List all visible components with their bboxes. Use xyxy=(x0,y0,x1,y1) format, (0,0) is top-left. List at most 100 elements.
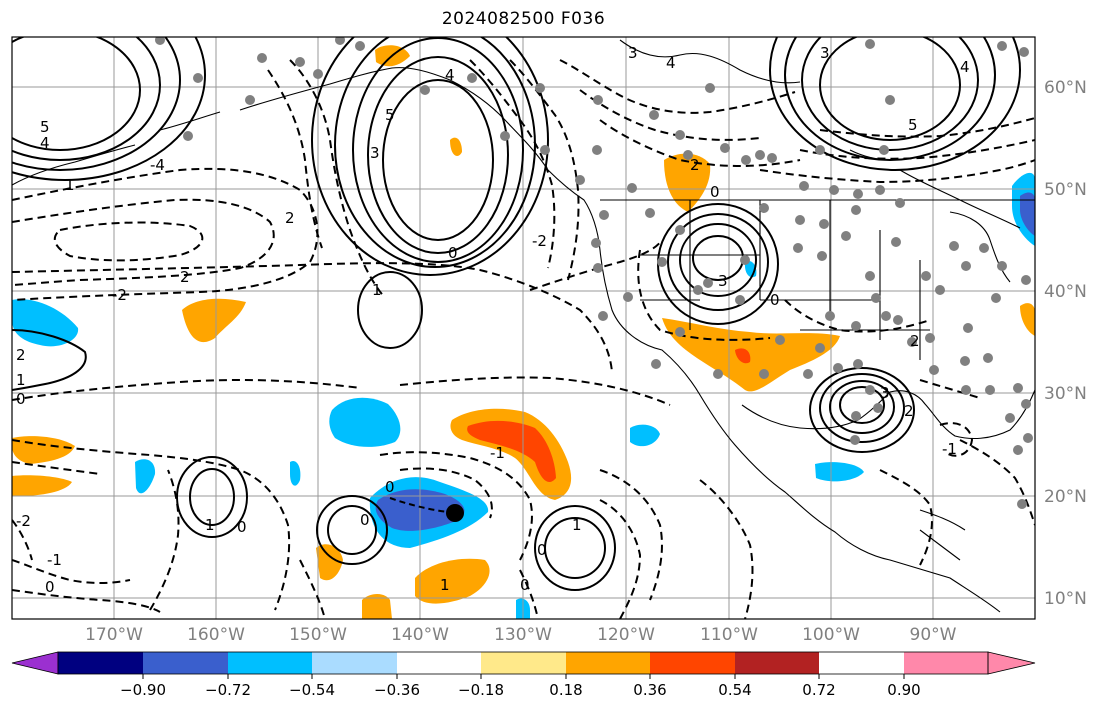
colorbar-segment xyxy=(481,652,566,674)
shade-orange-mexico xyxy=(662,318,840,392)
colorbar-tick-label: −0.72 xyxy=(205,681,251,699)
shade-orange-south-1 xyxy=(415,558,490,604)
contour-label: 0 xyxy=(16,390,26,408)
lon-label: 90°W xyxy=(909,625,957,645)
contour-label: 0 xyxy=(537,541,547,559)
contour-label: 3 xyxy=(370,144,380,162)
contour-label: -2 xyxy=(532,232,547,250)
shade-orange-west-1 xyxy=(12,436,75,464)
colorbar-tick-label: −0.54 xyxy=(289,681,335,699)
coastlines xyxy=(12,39,1035,613)
colorbar-tick-label: −0.36 xyxy=(374,681,420,699)
contour-label: 0 xyxy=(448,244,458,262)
contour-label: 2 xyxy=(910,332,920,350)
storm-track xyxy=(389,497,464,522)
contour-label: 5 xyxy=(908,116,918,134)
shade-orange-south-3 xyxy=(362,594,392,619)
contour-label: 2 xyxy=(16,346,26,364)
colorbar-tick-label: −0.18 xyxy=(458,681,504,699)
contour-label: 5 xyxy=(40,118,50,136)
colorbar-segment xyxy=(566,652,650,674)
lon-label: 140°W xyxy=(391,625,449,645)
contour-label: 4 xyxy=(666,54,676,72)
shade-orange-gulf-alaska xyxy=(450,137,462,156)
contour-labels: 4 5 3 2 1 0 -2 4 5 1 -4 -2 2 3 4 3 4 5 0… xyxy=(16,44,970,596)
contour-label: 1 xyxy=(205,516,215,534)
shade-blue-small-3 xyxy=(135,459,156,494)
contour-label: -2 xyxy=(16,512,31,530)
lat-label: 10°N xyxy=(1044,589,1087,609)
shade-blue-small-2 xyxy=(815,462,864,482)
shading-layer xyxy=(12,45,1035,619)
colorbar-segment xyxy=(397,652,481,674)
colorbar-segment xyxy=(650,652,735,674)
contour-label: 0 xyxy=(385,478,395,496)
lon-label: 110°W xyxy=(700,625,758,645)
contour-label: 1 xyxy=(572,516,582,534)
colorbar-extend-high xyxy=(987,651,1036,675)
contour-label: 3 xyxy=(628,44,638,62)
lat-label: 20°N xyxy=(1044,487,1087,507)
shade-blue-central-pacific xyxy=(329,397,401,447)
shade-orange-west-2 xyxy=(12,475,72,496)
colorbar-segment xyxy=(312,652,397,674)
contour-label: -4 xyxy=(150,156,165,174)
contour-label: 3 xyxy=(820,44,830,62)
contour-label: -2 xyxy=(112,286,127,304)
contour-label: 4 xyxy=(445,66,455,84)
contour-label: 2 xyxy=(285,209,295,227)
shade-orange-south-2 xyxy=(316,544,343,581)
lat-label: 60°N xyxy=(1044,78,1087,98)
lat-label: 50°N xyxy=(1044,180,1087,200)
shade-orange-pacific-nw xyxy=(182,298,246,343)
colorbar-segment xyxy=(735,652,819,674)
contour-label: 0 xyxy=(710,183,720,201)
contour-label: 0 xyxy=(237,518,247,536)
contour-label: 5 xyxy=(385,106,395,124)
map-frame xyxy=(11,36,1036,620)
contour-label: 2 xyxy=(180,268,190,286)
colorbar-extend-low xyxy=(11,651,59,675)
shade-blue-small-4 xyxy=(290,460,301,486)
colorbar-tick-label: 0.90 xyxy=(887,681,921,699)
contour-label: 0 xyxy=(45,578,55,596)
contour-label: 2 xyxy=(904,402,914,420)
colorbar-segment xyxy=(58,652,143,674)
contour-label: -1 xyxy=(490,444,505,462)
colorbar-outline xyxy=(57,651,989,675)
lat-label: 30°N xyxy=(1044,384,1087,404)
lon-label: 120°W xyxy=(597,625,655,645)
colorbar xyxy=(11,651,1036,679)
lat-label: 40°N xyxy=(1044,282,1087,302)
contour-label: 3 xyxy=(718,272,728,290)
shade-red-mexico xyxy=(735,348,751,364)
colorbar-tick-label: 0.18 xyxy=(549,681,583,699)
contour-label: 4 xyxy=(960,58,970,76)
shade-orange-montana xyxy=(664,153,711,212)
lon-label: 130°W xyxy=(494,625,552,645)
lon-label: 150°W xyxy=(289,625,347,645)
colorbar-tick-label: −0.90 xyxy=(120,681,166,699)
lon-label: 160°W xyxy=(187,625,245,645)
shade-red-central xyxy=(467,420,556,483)
contour-label: 3 xyxy=(880,384,890,402)
colorbar-tick-label: 0.72 xyxy=(802,681,836,699)
contour-label: 1 xyxy=(65,176,75,194)
contour-label: 1 xyxy=(440,576,450,594)
contour-label: -1 xyxy=(942,440,957,458)
shade-orange-east xyxy=(1020,303,1035,336)
colorbar-segment xyxy=(904,652,988,674)
contour-label: 1 xyxy=(16,371,26,389)
contour-label: -1 xyxy=(47,551,62,569)
contour-label: 4 xyxy=(40,134,50,152)
contour-label: 0 xyxy=(360,511,370,529)
colorbar-tick-label: 0.54 xyxy=(718,681,752,699)
contour-label: 0 xyxy=(770,291,780,309)
contours-solid xyxy=(12,37,1021,591)
station-markers xyxy=(155,37,1033,509)
shade-blue-east-canada-dark xyxy=(1020,192,1035,236)
shade-blue-small-1 xyxy=(630,424,660,447)
shade-blue-west xyxy=(12,299,79,347)
contours-dashed xyxy=(12,59,1035,619)
